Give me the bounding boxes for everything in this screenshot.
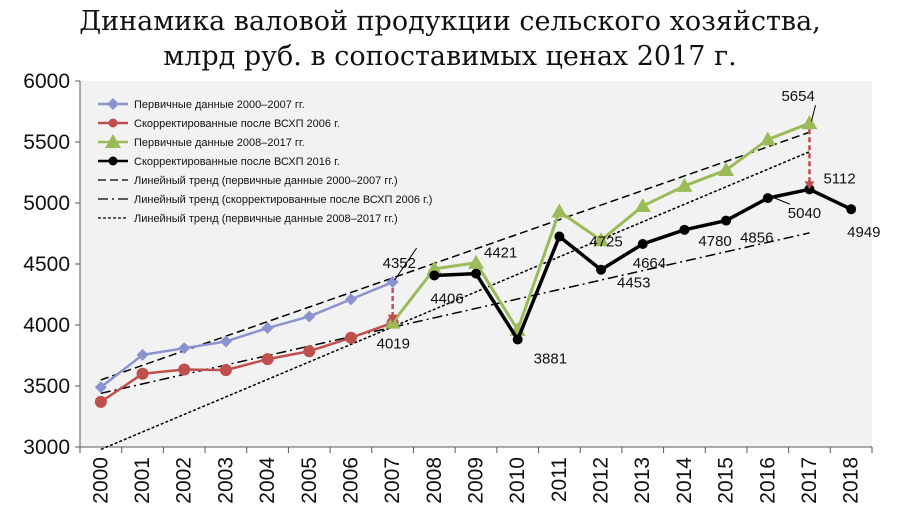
data-point <box>679 224 690 235</box>
y-tick-label: 5500 <box>23 131 70 154</box>
data-point <box>219 335 232 348</box>
series-line <box>100 321 394 403</box>
legend-swatch-marker <box>105 134 121 148</box>
x-tick-label: 2005 <box>298 457 321 504</box>
data-label: 4352 <box>383 255 416 272</box>
data-point <box>759 131 776 146</box>
data-label: 4780 <box>698 233 731 250</box>
y-tick-label: 5000 <box>23 192 70 215</box>
data-point <box>471 268 481 279</box>
legend-swatch-marker <box>107 98 119 110</box>
data-point <box>676 177 693 192</box>
data-label: 4725 <box>589 234 622 251</box>
data-label: 4949 <box>847 224 880 241</box>
data-label: 3881 <box>534 351 567 368</box>
data-label: 5112 <box>823 170 855 187</box>
x-tick-label: 2007 <box>381 457 404 504</box>
trend-line <box>100 232 810 395</box>
data-point <box>178 363 191 376</box>
trend-line <box>100 151 810 451</box>
data-point <box>94 381 107 394</box>
data-point <box>94 395 107 408</box>
x-tick-label: 2017 <box>798 457 821 504</box>
legend-label: Первичные данные 2000–2007 гг. <box>134 99 305 111</box>
data-point <box>596 264 607 275</box>
data-point <box>512 334 523 345</box>
data-point <box>468 254 484 269</box>
data-point <box>261 353 274 366</box>
data-point <box>136 348 149 361</box>
y-tick-label: 4000 <box>23 314 70 337</box>
y-tick-label: 3000 <box>23 436 70 459</box>
data-label: 4856 <box>740 230 773 247</box>
x-tick-label: 2003 <box>214 457 237 504</box>
x-tick-label: 2004 <box>256 457 279 504</box>
x-tick-label: 2000 <box>89 457 112 504</box>
data-point <box>718 162 735 177</box>
x-tick-label: 2015 <box>715 457 738 504</box>
x-tick-label: 2006 <box>339 457 362 504</box>
legend-swatch-marker <box>108 156 118 166</box>
revision-arrowhead <box>387 314 398 323</box>
y-tick-label: 3500 <box>23 375 70 398</box>
data-point <box>219 364 232 377</box>
trend-line <box>100 131 810 381</box>
label-leader <box>810 105 816 122</box>
x-tick-label: 2002 <box>173 457 196 504</box>
legend-label: Первичные данные 2008–2017 гг. <box>134 137 305 149</box>
revision-arrowhead <box>804 181 815 190</box>
label-leader <box>394 247 418 281</box>
data-point <box>637 238 648 249</box>
x-tick-label: 2014 <box>673 457 696 504</box>
data-point <box>429 270 440 281</box>
data-point <box>551 203 568 218</box>
x-tick-label: 2012 <box>590 457 613 504</box>
data-point <box>593 232 610 247</box>
data-point <box>634 198 651 213</box>
legend-label: Скорректированные после ВСХП 2016 г. <box>134 156 340 168</box>
x-tick-label: 2008 <box>423 457 446 504</box>
data-point <box>801 115 818 130</box>
legend-label: Линейный тренд (первичные данные 2008–20… <box>134 213 398 225</box>
legend-label: Скорректированные после ВСХП 2006 г. <box>134 118 340 130</box>
x-tick-label: 2016 <box>756 457 779 504</box>
data-label: 4019 <box>377 336 410 353</box>
x-tick-label: 2001 <box>131 457 154 504</box>
data-label: 5654 <box>781 88 814 105</box>
data-point <box>762 193 773 204</box>
x-tick-label: 2009 <box>465 457 488 504</box>
data-point <box>344 293 357 306</box>
label-leader <box>769 195 790 205</box>
data-label: 4406 <box>430 290 463 307</box>
data-point <box>554 231 565 242</box>
data-point <box>303 310 316 323</box>
x-tick-label: 2010 <box>506 457 529 504</box>
data-point <box>846 204 857 215</box>
data-point <box>344 331 357 344</box>
x-tick-label: 2013 <box>631 457 654 504</box>
chart-title-line-2: млрд руб. в сопоставимых ценах 2017 г. <box>163 41 737 72</box>
x-tick-label: 2011 <box>548 457 571 502</box>
data-label: 4421 <box>484 245 517 262</box>
data-point <box>178 342 191 355</box>
data-point <box>261 322 274 335</box>
data-label: 4664 <box>633 255 666 272</box>
data-point <box>303 345 316 358</box>
series-line <box>100 280 394 389</box>
y-tick-label: 4500 <box>23 253 70 276</box>
legend-label: Линейный тренд (первичные данные 2000–20… <box>134 175 398 187</box>
data-label: 4453 <box>617 275 650 292</box>
y-tick-label: 6000 <box>23 70 70 93</box>
data-label: 5040 <box>788 205 821 222</box>
x-tick-label: 2018 <box>840 457 863 504</box>
data-point <box>721 215 732 226</box>
chart-title-line-1: Динамика валовой продукции сельского хоз… <box>79 6 821 37</box>
legend-swatch-marker <box>108 118 118 128</box>
data-point <box>426 260 443 275</box>
chart-title: Динамика валовой продукции сельского хоз… <box>0 4 900 74</box>
legend-label: Линейный тренд (скорректированные после … <box>134 194 432 206</box>
data-point <box>136 367 149 380</box>
